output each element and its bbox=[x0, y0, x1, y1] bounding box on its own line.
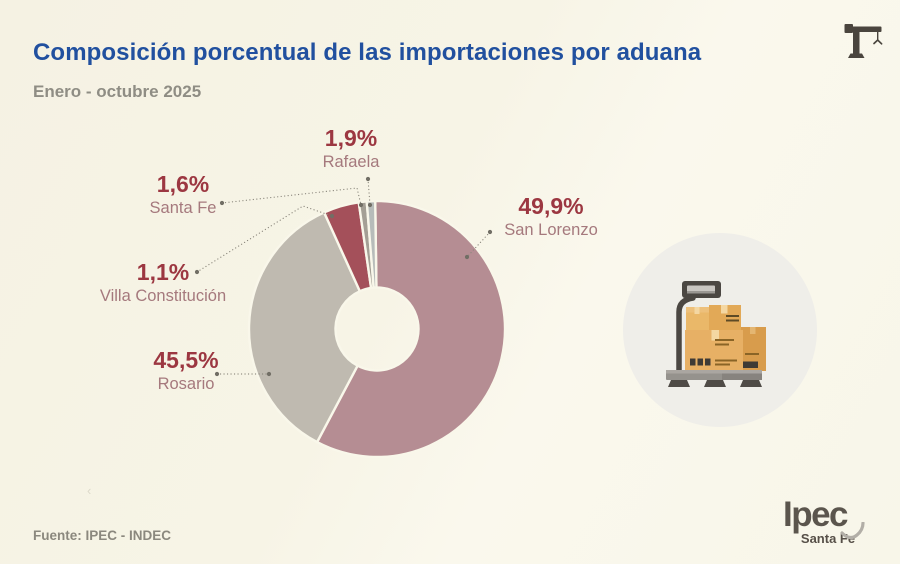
label-san-lorenzo: 49,9% San Lorenzo bbox=[466, 193, 636, 241]
ipec-logo: Ipec Santa Fe bbox=[770, 495, 870, 546]
label-villa-constitucion: 1,1% Villa Constitución bbox=[78, 259, 248, 307]
ipec-logo-name: Ipec bbox=[782, 495, 849, 534]
page-title: Composición porcentual de las importacio… bbox=[33, 39, 702, 66]
villa-constitucion-percent: 1,1% bbox=[136, 259, 190, 285]
leader-dot bbox=[358, 202, 364, 208]
san-lorenzo-percent: 49,9% bbox=[518, 193, 584, 219]
leader-dot bbox=[266, 371, 272, 377]
leader-dot bbox=[219, 200, 225, 206]
leader-lines bbox=[194, 176, 493, 377]
rafaela-percent: 1,9% bbox=[324, 125, 378, 151]
donut-slices bbox=[247, 199, 507, 459]
rosario-name: Rosario bbox=[157, 375, 215, 393]
rosario-percent: 45,5% bbox=[153, 347, 219, 373]
slice-rafaela bbox=[365, 199, 378, 289]
leader-dot bbox=[464, 254, 470, 260]
corner-mark: ‹ bbox=[87, 483, 92, 498]
san-lorenzo-name: San Lorenzo bbox=[504, 221, 598, 239]
slice-san-lorenzo bbox=[315, 199, 507, 459]
leader-dot bbox=[487, 229, 493, 235]
leader-dot bbox=[367, 202, 373, 208]
slice-rosario bbox=[247, 211, 362, 444]
leader-line bbox=[221, 187, 362, 206]
crane-icon bbox=[844, 24, 883, 58]
leader-line bbox=[196, 205, 333, 273]
cargo-scale-illustration bbox=[623, 233, 817, 427]
villa-constitucion-name: Villa Constitución bbox=[99, 287, 227, 305]
page-subtitle: Enero - octubre 2025 bbox=[33, 82, 202, 101]
scale-display bbox=[682, 281, 721, 298]
scale-platform bbox=[666, 370, 762, 387]
santa-fe-name: Santa Fe bbox=[149, 199, 217, 217]
cardboard-boxes bbox=[685, 305, 766, 371]
source-note: Fuente: IPEC - INDEC bbox=[33, 528, 172, 543]
scale-pole bbox=[676, 295, 696, 374]
crane-hook bbox=[873, 38, 883, 45]
crane-shape bbox=[844, 24, 882, 58]
leader-dot bbox=[365, 176, 371, 182]
santa-fe-percent: 1,6% bbox=[156, 171, 210, 197]
label-rosario: 45,5% Rosario bbox=[101, 347, 271, 395]
leader-line bbox=[466, 231, 491, 258]
logo-hook-swoosh-icon bbox=[840, 522, 865, 540]
rafaela-name: Rafaela bbox=[322, 153, 380, 171]
leader-dot bbox=[194, 269, 200, 275]
leader-dot bbox=[329, 213, 335, 219]
label-rafaela: 1,9% Rafaela bbox=[266, 125, 436, 173]
label-santa-fe: 1,6% Santa Fe bbox=[98, 171, 268, 219]
leader-dot bbox=[214, 371, 220, 377]
